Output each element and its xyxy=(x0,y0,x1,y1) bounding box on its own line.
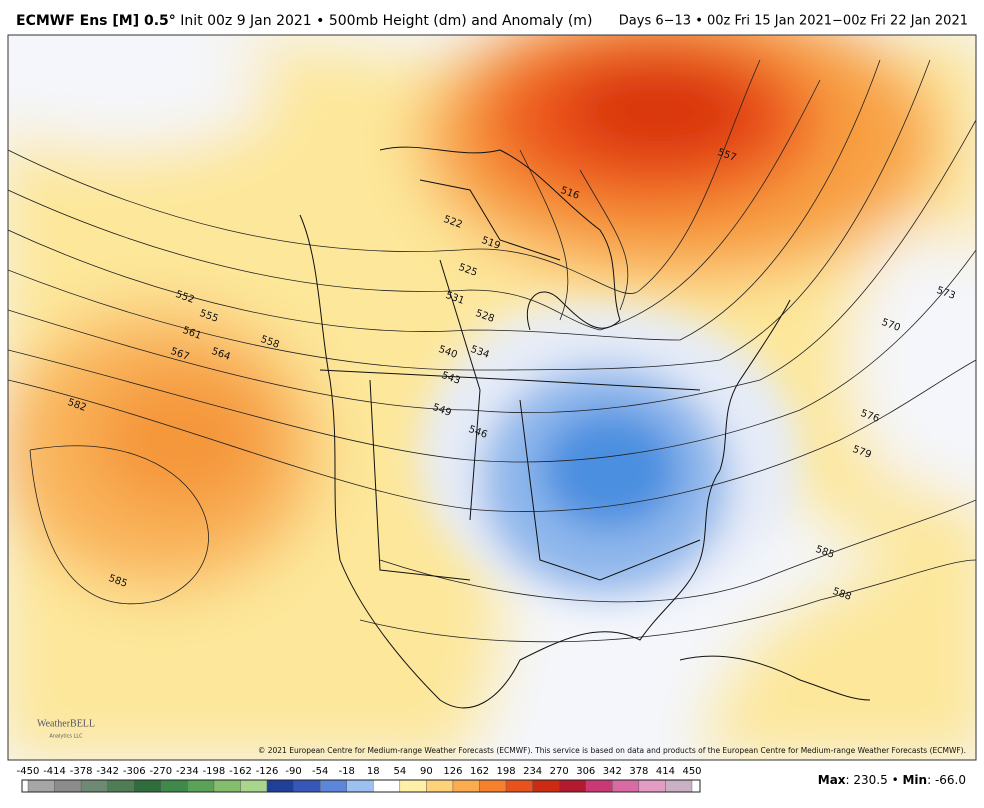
colon: : xyxy=(927,773,935,787)
colorbar-swatch xyxy=(559,779,586,793)
colorbar-swatch xyxy=(505,779,533,793)
colorbar-tick-label: -162 xyxy=(229,766,252,777)
stats: Max: 230.5 • Min: -66.0 xyxy=(818,773,966,787)
colorbar-swatch xyxy=(27,779,55,793)
title-rest: Init 00z 9 Jan 2021 • 500mb Height (dm) … xyxy=(180,13,592,29)
colorbar-tick-label: -198 xyxy=(203,766,226,777)
colorbar-swatch xyxy=(319,779,347,793)
title-bold: ECMWF Ens [M] 0.5° xyxy=(16,13,176,29)
colorbar-tick-label: 270 xyxy=(550,766,569,777)
min-label: Min xyxy=(902,773,927,787)
colorbar-swatch xyxy=(160,779,188,793)
colorbar-tick-label: 414 xyxy=(656,766,675,777)
colorbar-tick-label: -18 xyxy=(339,766,355,777)
colorbar-frame xyxy=(21,779,701,793)
colorbar-tick-label: 54 xyxy=(393,766,406,777)
copyright: © 2021 European Centre for Medium-range … xyxy=(258,746,966,755)
contours xyxy=(8,59,976,643)
colorbar-swatch xyxy=(585,779,613,793)
colorbar-swatch xyxy=(373,779,401,793)
colorbar-swatch xyxy=(479,779,507,793)
colorbar-tick-label: -270 xyxy=(149,766,172,777)
colorbar-swatch xyxy=(107,779,135,793)
colorbar-swatch xyxy=(532,779,560,793)
title: ECMWF Ens [M] 0.5° Init 00z 9 Jan 2021 •… xyxy=(16,13,592,29)
colorbar-swatch xyxy=(240,779,268,793)
map xyxy=(8,35,976,760)
coastlines xyxy=(299,146,871,709)
colorbar-swatch xyxy=(134,779,162,793)
colorbar-swatch xyxy=(293,779,321,793)
colorbar-tick-label: 162 xyxy=(470,766,489,777)
colorbar-tick-label: -306 xyxy=(123,766,146,777)
colorbar-tick-label: -450 xyxy=(17,766,40,777)
colorbar-tick-label: 198 xyxy=(497,766,516,777)
logo: WeatherBELL xyxy=(37,718,95,729)
colorbar-tick-label: -126 xyxy=(256,766,279,777)
colorbar-tick-label: -342 xyxy=(96,766,119,777)
valid-time: Days 6−13 • 00z Fri 15 Jan 2021−00z Fri … xyxy=(619,14,968,29)
colorbar-tick-label: 234 xyxy=(523,766,542,777)
colorbar-swatch xyxy=(266,779,294,793)
colorbar-tick-label: 342 xyxy=(603,766,622,777)
colorbar-tick-label: -378 xyxy=(70,766,93,777)
colorbar-swatch xyxy=(612,779,640,793)
colorbar-tick-label: -234 xyxy=(176,766,199,777)
colorbar-swatch xyxy=(665,779,693,793)
colorbar-tick-label: 450 xyxy=(682,766,701,777)
colorbar-swatch xyxy=(426,779,454,793)
colorbar-swatch xyxy=(54,779,82,793)
max-label: Max xyxy=(818,773,846,787)
colorbar-tick-label: 18 xyxy=(367,766,380,777)
colorbar-tick-label: 126 xyxy=(443,766,462,777)
colorbar-swatch xyxy=(399,779,427,793)
colon: : xyxy=(846,773,854,787)
colorbar-tick-label: -54 xyxy=(312,766,328,777)
min-value: -66.0 xyxy=(935,773,966,787)
logo-sub: Analytics LLC xyxy=(49,734,83,740)
colorbar-tick-label: 90 xyxy=(420,766,433,777)
colorbar-tick-label: -90 xyxy=(285,766,301,777)
colorbar-tick-label: 378 xyxy=(629,766,648,777)
colorbar-swatch xyxy=(213,779,241,793)
colorbar-tick-label: 306 xyxy=(576,766,595,777)
colorbar-swatch xyxy=(80,779,108,793)
colorbar-swatch xyxy=(452,779,480,793)
colorbar-swatch xyxy=(638,779,666,793)
colorbar-tick-label: -414 xyxy=(43,766,66,777)
sep: • xyxy=(888,773,903,787)
max-value: 230.5 xyxy=(853,773,887,787)
colorbar-swatch xyxy=(187,779,215,793)
colorbar-swatch xyxy=(346,779,374,793)
